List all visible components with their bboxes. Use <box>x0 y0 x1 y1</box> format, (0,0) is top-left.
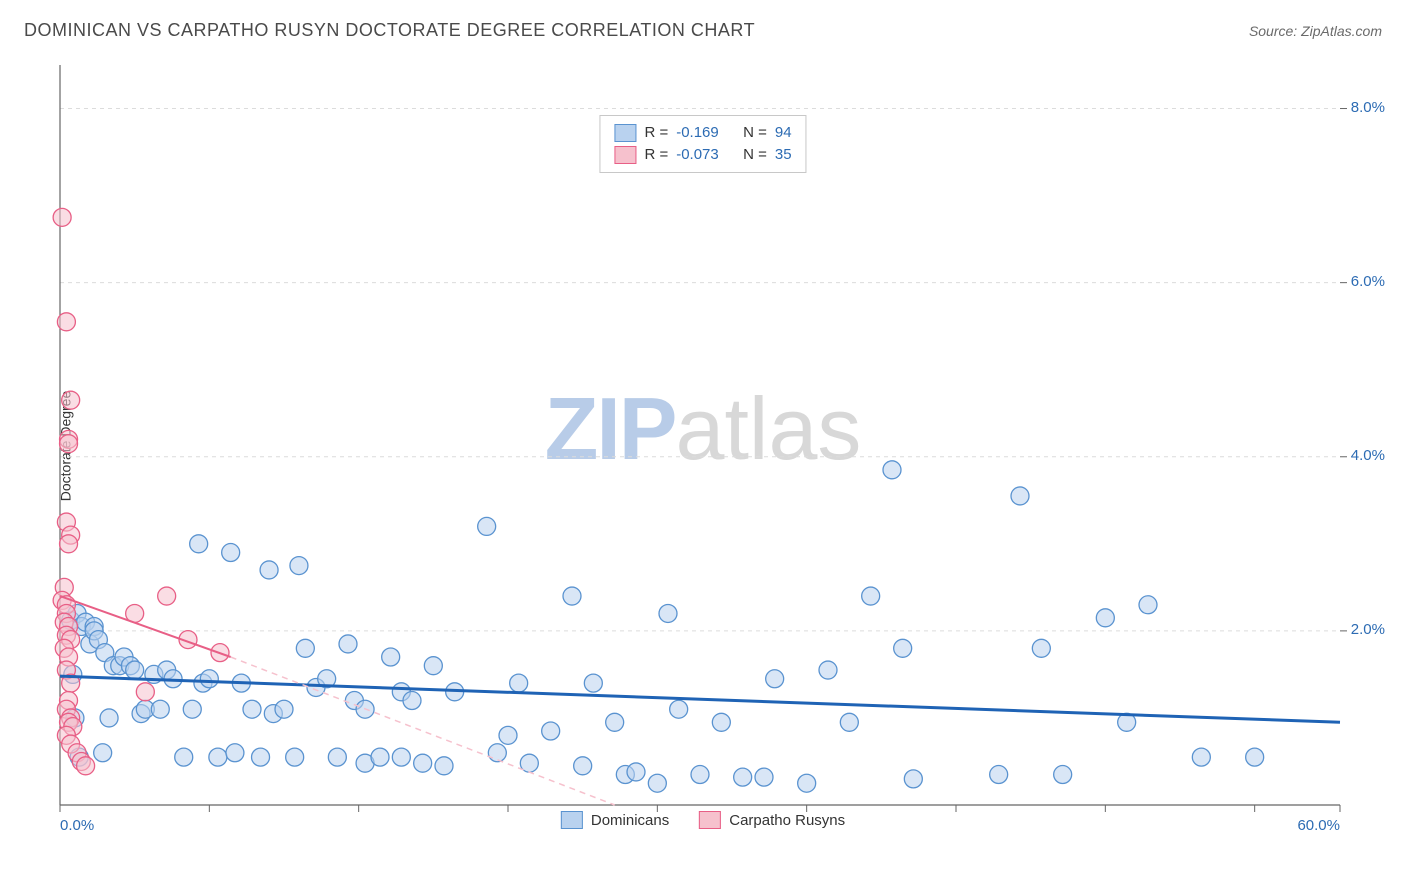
source-attribution: Source: ZipAtlas.com <box>1249 23 1382 39</box>
axis-tick-label: 0.0% <box>60 817 94 834</box>
swatch-dominicans-b <box>561 811 583 829</box>
r-value-0: -0.169 <box>676 122 719 144</box>
series-legend-label-0: Dominicans <box>591 812 669 829</box>
n-value-1: 35 <box>775 144 792 166</box>
axis-tick-label: 2.0% <box>1351 621 1385 638</box>
series-legend-label-1: Carpatho Rusyns <box>729 812 845 829</box>
r-label-0: R = <box>644 122 668 144</box>
axis-tick-label: 6.0% <box>1351 273 1385 290</box>
correlation-legend-row-1: R = -0.073 N = 35 <box>614 144 791 166</box>
series-legend: Dominicans Carpatho Rusyns <box>561 811 845 829</box>
source-value: ZipAtlas.com <box>1301 23 1382 39</box>
series-legend-item-1: Carpatho Rusyns <box>699 811 845 829</box>
series-legend-item-0: Dominicans <box>561 811 669 829</box>
chart-title: DOMINICAN VS CARPATHO RUSYN DOCTORATE DE… <box>24 20 755 41</box>
swatch-dominicans <box>614 124 636 142</box>
r-value-1: -0.073 <box>676 144 719 166</box>
axis-tick-label: 60.0% <box>1297 817 1340 834</box>
r-label-1: R = <box>644 144 668 166</box>
correlation-legend: R = -0.169 N = 94 R = -0.073 N = 35 <box>599 115 806 173</box>
swatch-carpatho-b <box>699 811 721 829</box>
swatch-carpatho <box>614 146 636 164</box>
axis-tick-label: 4.0% <box>1351 447 1385 464</box>
n-label-1: N = <box>743 144 767 166</box>
n-value-0: 94 <box>775 122 792 144</box>
correlation-legend-row-0: R = -0.169 N = 94 <box>614 122 791 144</box>
n-label-0: N = <box>743 122 767 144</box>
source-label: Source: <box>1249 23 1301 39</box>
chart-plot-area: ZIPatlas R = -0.169 N = 94 R = -0.073 N … <box>50 55 1356 835</box>
axis-tick-label: 8.0% <box>1351 99 1385 116</box>
